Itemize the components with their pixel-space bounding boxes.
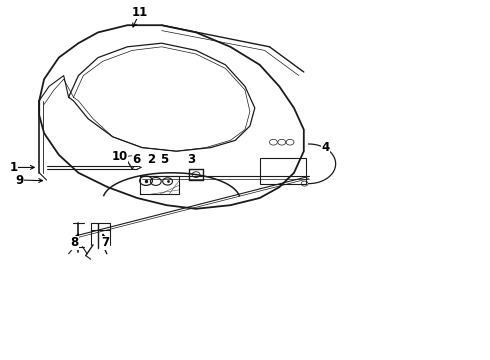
Text: 4: 4	[322, 141, 330, 154]
Text: 9: 9	[16, 174, 24, 186]
Text: 3: 3	[187, 153, 195, 166]
Text: 7: 7	[101, 237, 109, 249]
Text: 8: 8	[71, 237, 78, 249]
Text: 10: 10	[112, 150, 128, 163]
Text: 1: 1	[10, 161, 18, 174]
Text: 5: 5	[160, 153, 168, 166]
Bar	[260, 158, 306, 184]
Text: 6: 6	[132, 153, 140, 166]
Text: 11: 11	[131, 6, 148, 19]
Text: 2: 2	[147, 153, 155, 166]
